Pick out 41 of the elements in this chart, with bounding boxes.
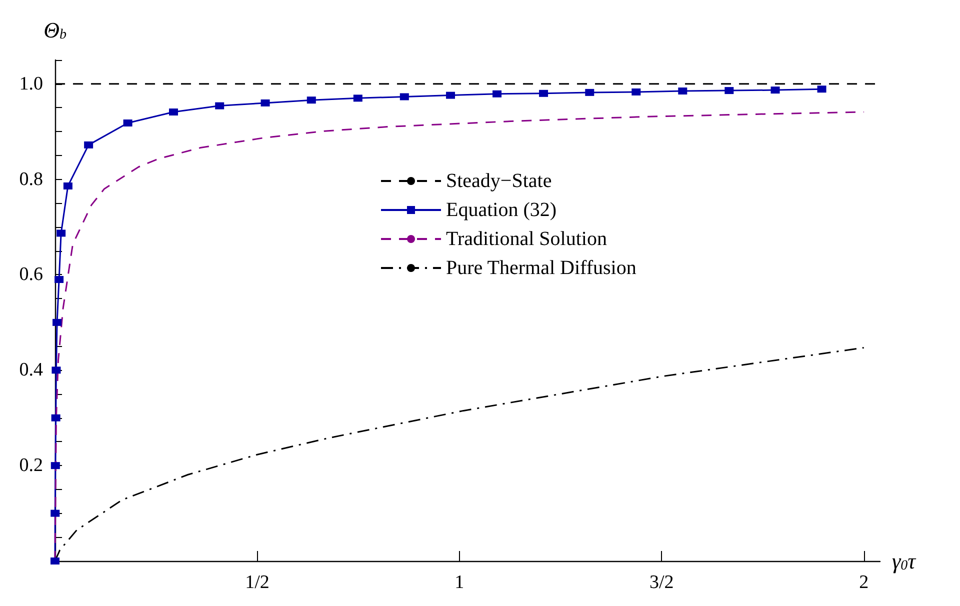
x-tick-label: 3/2 [649,572,674,593]
point [353,94,362,102]
x-axis-title: γ0τ [892,548,917,574]
x-tick-label: 1/2 [245,572,270,593]
y-tick-label: 0.6 [19,264,43,286]
point [50,462,60,470]
point [50,558,60,564]
point [123,119,132,126]
point [52,318,62,326]
point [817,86,826,93]
y-axis-title: Θb [44,18,66,42]
point [678,88,688,95]
point [770,86,780,94]
point [260,99,270,106]
point [400,93,409,100]
x-tick-label: 2 [859,572,869,593]
point [539,90,548,97]
point [168,108,178,116]
legend-label: Equation (32) [446,199,557,221]
legend-label: Steady−State [446,170,552,192]
y-tick-label: 0.8 [19,168,43,190]
point [492,90,502,98]
point [63,182,72,190]
point [632,88,641,96]
y-tick-label: 0.2 [19,455,43,476]
y-tick-label: 1.0 [19,73,43,94]
point [56,230,66,237]
point [54,276,64,283]
point [84,141,94,148]
y-tick-label: 0.4 [19,360,44,381]
point [446,92,456,99]
point [306,96,316,104]
point [51,414,60,422]
point [585,88,594,96]
point [52,366,61,374]
legend-label: Pure Thermal Diffusion [446,257,636,279]
x-tick-label: 1 [454,572,464,593]
point [724,87,734,94]
point [50,510,60,517]
legend-label: Traditional Solution [446,228,607,250]
point [215,102,224,110]
